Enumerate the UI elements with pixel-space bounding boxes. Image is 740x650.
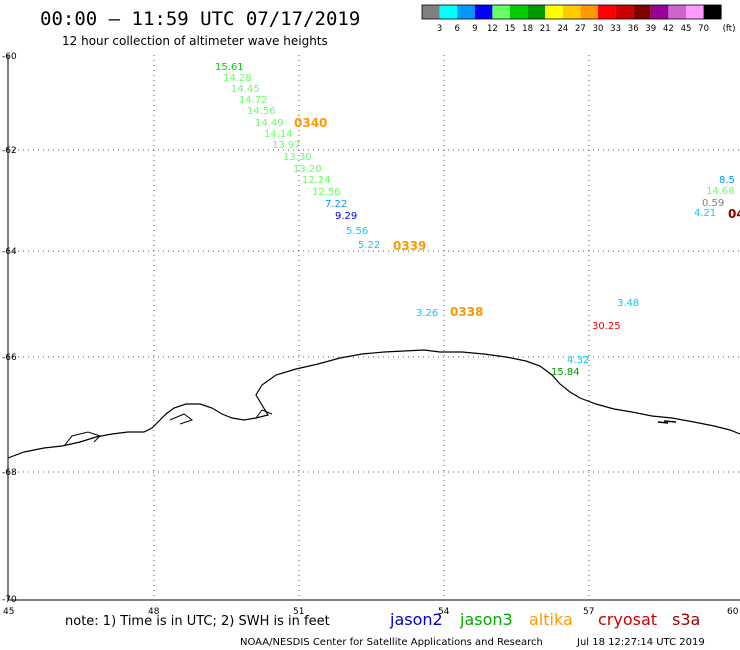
pass-time-labels: 0340 0339 0338 04	[294, 116, 740, 319]
satellite-legend: jason2 jason3 altika cryosat s3a	[389, 610, 700, 629]
lat-label: -68	[2, 468, 17, 478]
wave-height-label: 13.20	[293, 164, 322, 175]
colorbar-swatch	[474, 5, 493, 19]
colorbar-label: 9	[472, 24, 477, 34]
pass-time-label: 04	[728, 207, 740, 221]
coastline-inlet	[63, 409, 273, 447]
wave-height-label: 14.28	[223, 73, 252, 84]
lat-label: -60	[2, 52, 17, 62]
colorbar-swatch	[668, 5, 686, 19]
legend-s3a: s3a	[672, 610, 700, 629]
pass-time-label: 0338	[450, 305, 483, 319]
wave-height-label: 3.48	[617, 298, 639, 309]
pass-time-label: 0340	[294, 116, 327, 130]
coastline	[7, 349, 740, 459]
wave-height-label: 14.68	[706, 186, 735, 197]
latitude-labels: -60 -62 -64 -66 -68 -70	[2, 52, 17, 605]
wave-height-label: 4.32	[567, 355, 589, 366]
colorbar-label: 27	[575, 24, 586, 34]
colorbar-label: 30	[593, 24, 604, 34]
colorbar-label: 15	[505, 24, 516, 34]
legend-jason3: jason3	[459, 610, 513, 629]
lat-label: -66	[2, 353, 17, 363]
lon-label: 51	[293, 607, 304, 617]
wave-height-label: 12.56	[312, 187, 341, 198]
lat-label: -70	[2, 595, 17, 605]
colorbar-label: 33	[610, 24, 621, 34]
wave-height-label: 12.24	[302, 175, 331, 186]
colorbar-swatch	[703, 5, 722, 19]
colorbar-swatch	[650, 5, 669, 19]
footer-credit: NOAA/NESDIS Center for Satellite Applica…	[240, 637, 543, 648]
wave-height-observations: 15.6114.2814.4514.7214.5614.4914.1413.97…	[215, 62, 735, 378]
wave-height-label: 14.49	[255, 118, 284, 129]
map-subtitle: 12 hour collection of altimeter wave hei…	[62, 34, 328, 48]
wave-height-label: 13.30	[283, 152, 312, 163]
wave-height-label: 5.22	[358, 240, 380, 251]
wave-height-colorbar: 3 6 9 12 15 18 21 24 27 30 33 36 39 42 45 70 (ft)	[421, 4, 736, 34]
wave-height-label: 3.26	[416, 308, 438, 319]
lon-label: 54	[438, 607, 450, 617]
wave-height-label: 0.59	[702, 198, 724, 209]
legend-cryosat: cryosat	[598, 610, 657, 629]
colorbar-label: 12	[487, 24, 498, 34]
wave-height-label: 8.5	[719, 175, 735, 186]
pass-time-label: 0339	[393, 239, 426, 253]
colorbar-swatch	[527, 5, 546, 19]
wave-height-label: 5.56	[346, 226, 368, 237]
lat-label: -62	[2, 146, 17, 156]
wave-height-label: 13.97	[272, 140, 301, 151]
colorbar-swatch	[633, 5, 651, 19]
wave-height-label: 7.22	[325, 199, 347, 210]
legend-jason2: jason2	[389, 610, 443, 629]
footer-note: note: 1) Time is in UTC; 2) SWH is in fe…	[65, 614, 330, 629]
wave-height-label: 9.29	[335, 211, 357, 222]
colorbar-border	[421, 4, 722, 20]
wave-height-label: 30.25	[592, 321, 621, 332]
lon-label: 48	[148, 607, 160, 617]
lon-label: 60	[727, 607, 739, 617]
colorbar-swatch	[598, 5, 616, 19]
colorbar-label: 21	[540, 24, 551, 34]
colorbar-swatch	[457, 5, 475, 19]
colorbar-label: 3	[437, 24, 442, 34]
island	[657, 420, 677, 424]
colorbar-label: 39	[645, 24, 656, 34]
wave-height-label: 14.56	[247, 106, 276, 117]
legend-altika: altika	[529, 610, 573, 629]
lon-label: 57	[583, 607, 594, 617]
colorbar-swatch	[492, 5, 510, 19]
colorbar-swatch	[422, 5, 440, 19]
colorbar-swatch	[545, 5, 563, 19]
wave-height-label: 14.72	[239, 95, 268, 106]
wave-height-label: 15.84	[551, 367, 580, 378]
colorbar-swatch	[510, 5, 528, 19]
colorbar-swatch	[580, 5, 598, 19]
colorbar-label: 18	[522, 24, 533, 34]
colorbar-swatch	[686, 5, 704, 19]
graticule	[8, 55, 740, 600]
colorbar-label: 36	[628, 24, 639, 34]
footer-timestamp: Jul 18 12:27:14 UTC 2019	[576, 637, 705, 648]
colorbar-label: 70	[698, 24, 709, 34]
colorbar-label: 45	[681, 24, 692, 34]
colorbar-swatch	[615, 5, 634, 19]
lat-label: -64	[2, 247, 17, 257]
map-title: 00:00 — 11:59 UTC 07/17/2019	[40, 8, 360, 30]
wave-height-label: 15.61	[215, 62, 244, 73]
colorbar-swatch	[439, 5, 458, 19]
colorbar-unit: (ft)	[723, 24, 736, 34]
colorbar-label: 42	[663, 24, 674, 34]
wave-height-label: 14.45	[231, 84, 260, 95]
colorbar-label: 6	[454, 24, 459, 34]
lon-label: 45	[3, 607, 14, 617]
longitude-labels: 45 48 51 54 57 60	[3, 607, 739, 617]
colorbar-swatch	[562, 5, 581, 19]
colorbar-label: 24	[557, 24, 568, 34]
wave-height-label: 4.21	[694, 208, 716, 219]
wave-height-label: 14.14	[264, 129, 293, 140]
